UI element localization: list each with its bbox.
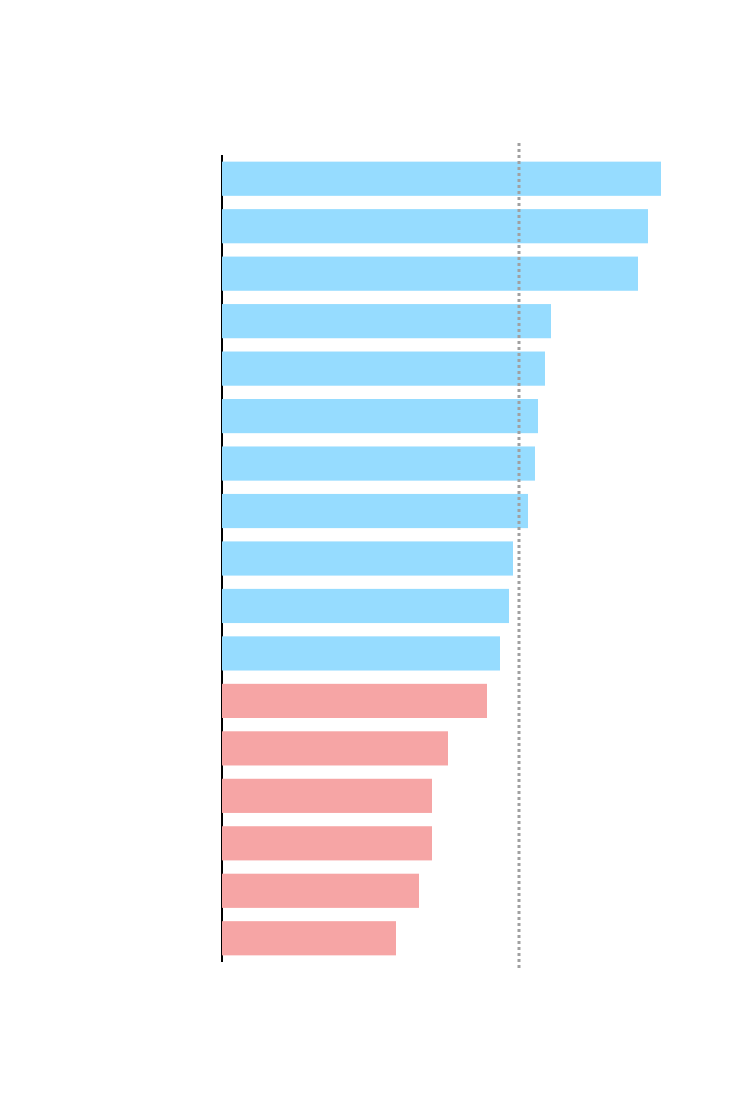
bar [222, 493, 528, 529]
bar [222, 778, 432, 813]
bar [222, 161, 661, 196]
bar [222, 351, 545, 386]
bar [222, 446, 535, 481]
bar [222, 636, 500, 671]
bar [222, 683, 487, 719]
bar [222, 731, 448, 766]
bar [222, 209, 648, 244]
bar [222, 398, 538, 434]
bar [222, 826, 432, 861]
bar [222, 541, 513, 576]
bar [222, 256, 638, 291]
bar [222, 304, 551, 339]
bar [222, 873, 419, 908]
bar [222, 921, 396, 956]
bar [222, 588, 509, 624]
